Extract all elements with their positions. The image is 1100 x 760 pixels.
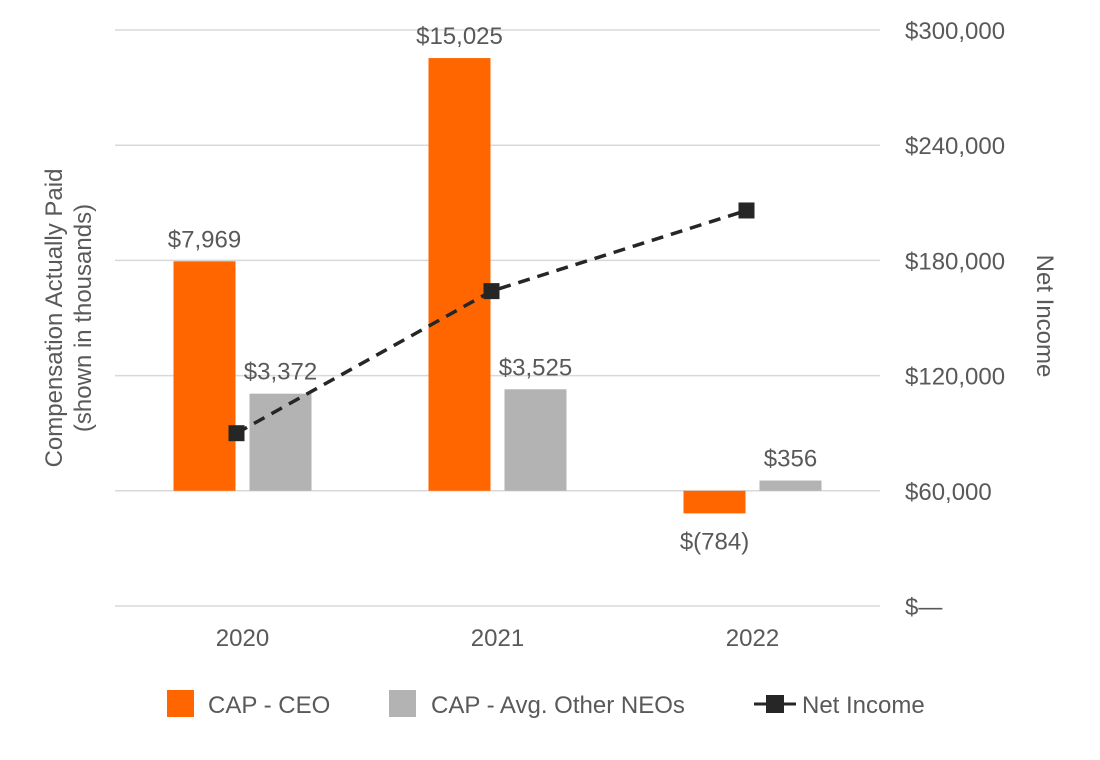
bar bbox=[759, 480, 822, 491]
right-axis-ticks: $— $60,000 $120,000 $180,000 $240,000 $300,00… bbox=[905, 18, 1005, 621]
legend-swatch-cap-ceo bbox=[167, 690, 194, 717]
right-tick-label: $— bbox=[905, 594, 942, 621]
category-label: 2022 bbox=[726, 625, 779, 652]
bar bbox=[683, 490, 746, 514]
right-tick-label: $60,000 bbox=[905, 479, 992, 506]
legend-label-net-income: Net Income bbox=[802, 692, 925, 719]
bars bbox=[173, 58, 822, 514]
legend-swatch-cap-other-neos bbox=[389, 690, 416, 717]
right-tick-label: $300,000 bbox=[905, 18, 1005, 45]
left-axis-title-line2: (shown in thousands) bbox=[70, 204, 97, 432]
legend-label-cap-other-neos: CAP - Avg. Other NEOs bbox=[431, 692, 685, 719]
data-label: $356 bbox=[764, 446, 817, 473]
data-labels: $7,969 $15,025 $(784) $3,372 $3,525 $356 bbox=[168, 23, 817, 555]
legend-label-cap-ceo: CAP - CEO bbox=[208, 692, 330, 719]
net-income-point bbox=[228, 425, 245, 442]
right-tick-label: $240,000 bbox=[905, 133, 1005, 160]
legend-marker-net-income bbox=[766, 695, 784, 713]
right-tick-label: $180,000 bbox=[905, 248, 1005, 275]
data-label: $(784) bbox=[680, 528, 749, 555]
bar bbox=[504, 389, 567, 491]
data-label: $7,969 bbox=[168, 226, 241, 253]
bar bbox=[173, 261, 236, 491]
data-label: $15,025 bbox=[416, 23, 503, 50]
category-label: 2020 bbox=[216, 625, 269, 652]
net-income-point bbox=[738, 202, 755, 219]
category-label: 2021 bbox=[471, 625, 524, 652]
category-labels: 2020 2021 2022 bbox=[216, 625, 779, 652]
net-income-point bbox=[483, 283, 500, 300]
right-tick-label: $120,000 bbox=[905, 364, 1005, 391]
left-axis-title-line1: Compensation Actually Paid bbox=[41, 169, 68, 468]
data-label: $3,372 bbox=[244, 359, 317, 386]
right-axis-title: Net Income bbox=[1031, 255, 1058, 378]
bar bbox=[428, 58, 491, 491]
legend: CAP - CEO CAP - Avg. Other NEOs Net Inco… bbox=[167, 690, 925, 719]
net-income-line-layer bbox=[228, 202, 755, 442]
net-income-line bbox=[235, 208, 748, 435]
gridlines bbox=[115, 29, 880, 607]
data-label: $3,525 bbox=[499, 354, 572, 381]
